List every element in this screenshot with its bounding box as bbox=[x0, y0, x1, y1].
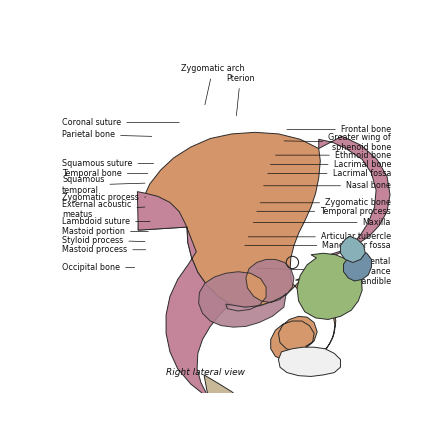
Text: Parietal bone: Parietal bone bbox=[62, 130, 152, 139]
Text: Temporal process: Temporal process bbox=[257, 207, 391, 216]
Text: Squamous
temporal: Squamous temporal bbox=[62, 175, 145, 195]
Polygon shape bbox=[278, 347, 340, 377]
Text: Ethmoid bone: Ethmoid bone bbox=[275, 151, 391, 160]
Text: Coronal suture: Coronal suture bbox=[62, 118, 179, 127]
Polygon shape bbox=[138, 132, 362, 307]
Text: Mastoid process: Mastoid process bbox=[62, 245, 146, 254]
Text: Mental
protuberance
of mandible: Mental protuberance of mandible bbox=[257, 257, 391, 286]
Text: Pterion: Pterion bbox=[226, 74, 255, 116]
Text: Lacrimal bone: Lacrimal bone bbox=[271, 160, 391, 169]
Text: Nasal bone: Nasal bone bbox=[263, 181, 391, 190]
Text: Zygomatic bone: Zygomatic bone bbox=[260, 198, 391, 207]
Text: Mastoid portion: Mastoid portion bbox=[62, 227, 149, 236]
Text: External acoustic
meatus: External acoustic meatus bbox=[62, 200, 145, 219]
Text: Zygomatic process: Zygomatic process bbox=[62, 193, 146, 202]
Polygon shape bbox=[340, 236, 365, 263]
Polygon shape bbox=[297, 253, 362, 320]
Text: Temporal bone: Temporal bone bbox=[62, 169, 148, 178]
Polygon shape bbox=[283, 395, 347, 424]
Polygon shape bbox=[137, 192, 230, 400]
Text: Right lateral view: Right lateral view bbox=[167, 369, 245, 377]
Text: Lacrimal fossa: Lacrimal fossa bbox=[268, 169, 391, 178]
Polygon shape bbox=[198, 259, 294, 327]
Text: Greater wing of
sphenoid bone: Greater wing of sphenoid bone bbox=[284, 133, 391, 152]
Text: Lambdoid suture: Lambdoid suture bbox=[62, 217, 150, 226]
Text: Styloid process: Styloid process bbox=[62, 236, 145, 245]
Text: Articular tubercle: Articular tubercle bbox=[248, 232, 391, 241]
Text: Maxilla: Maxilla bbox=[253, 218, 391, 227]
Text: Occipital bone: Occipital bone bbox=[62, 263, 135, 272]
Polygon shape bbox=[204, 375, 379, 442]
Text: Squamous suture: Squamous suture bbox=[62, 160, 153, 168]
Polygon shape bbox=[343, 250, 371, 281]
Text: Frontal bone: Frontal bone bbox=[287, 125, 391, 134]
Polygon shape bbox=[313, 136, 390, 296]
Text: Zygomatic arch: Zygomatic arch bbox=[181, 65, 244, 105]
Polygon shape bbox=[271, 273, 336, 362]
Text: Mandibular fossa: Mandibular fossa bbox=[245, 241, 391, 250]
